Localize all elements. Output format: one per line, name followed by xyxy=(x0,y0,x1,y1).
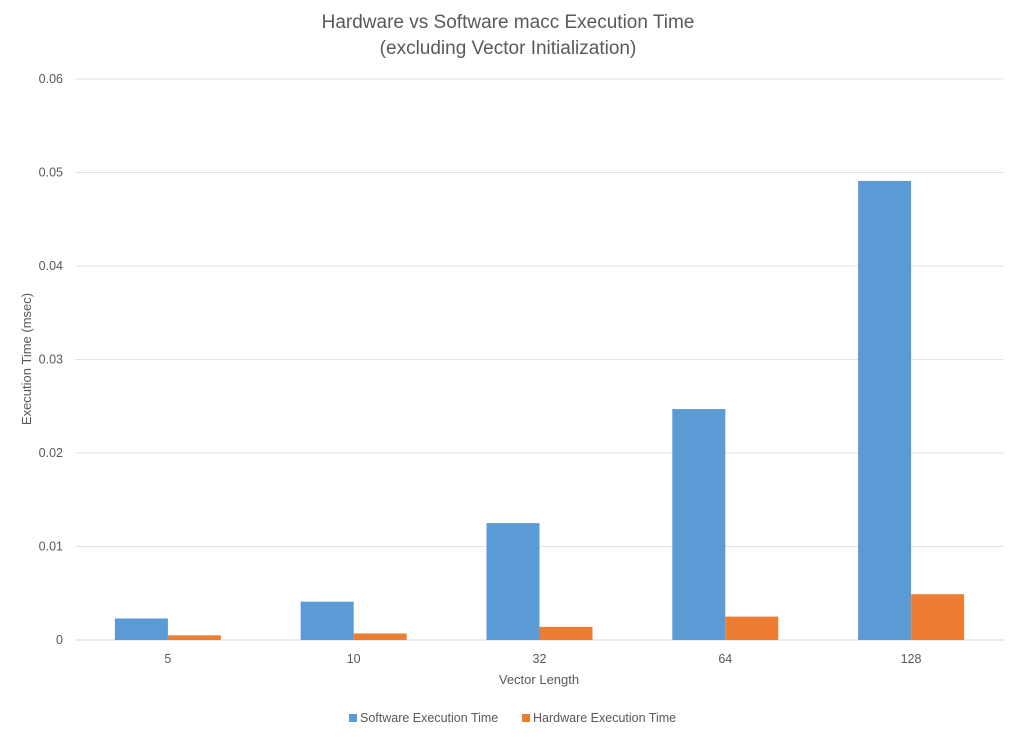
x-axis-ticks: 5 10 32 64 128 xyxy=(164,652,921,666)
legend-swatch xyxy=(522,714,530,722)
chart-subtitle: (excluding Vector Initialization) xyxy=(380,38,637,59)
x-tick-label: 64 xyxy=(718,652,732,666)
legend-label: Software Execution Time xyxy=(360,711,498,725)
bar-hardware-10 xyxy=(353,633,407,640)
x-axis-label: Vector Length xyxy=(499,672,579,687)
x-tick-label: 32 xyxy=(533,652,547,666)
y-tick-label: 0.06 xyxy=(39,72,63,86)
y-axis-ticks: 0 0.01 0.02 0.03 0.04 0.05 0.06 xyxy=(39,72,63,647)
y-tick-label: 0.04 xyxy=(39,259,63,273)
bar-software-64 xyxy=(672,409,726,640)
bar-software-32 xyxy=(486,523,540,640)
y-axis-label: Execution Time (msec) xyxy=(19,293,34,425)
x-tick-label: 10 xyxy=(347,652,361,666)
bars xyxy=(114,180,965,641)
y-tick-label: 0.01 xyxy=(39,540,63,554)
legend-swatch xyxy=(349,714,357,722)
bar-hardware-128 xyxy=(911,594,965,640)
bar-hardware-5 xyxy=(167,635,221,640)
bar-hardware-32 xyxy=(539,626,593,640)
gridlines xyxy=(75,78,1004,641)
y-tick-label: 0 xyxy=(56,633,63,647)
y-tick-label: 0.05 xyxy=(39,166,63,180)
bar-hardware-64 xyxy=(725,616,779,640)
y-tick-label: 0.02 xyxy=(39,446,63,460)
x-tick-label: 128 xyxy=(901,652,922,666)
bar-software-128 xyxy=(858,180,912,641)
bar-software-10 xyxy=(300,601,354,640)
legend-label: Hardware Execution Time xyxy=(533,711,676,725)
bar-software-5 xyxy=(114,618,168,640)
x-tick-label: 5 xyxy=(164,652,171,666)
y-tick-label: 0.03 xyxy=(39,353,63,367)
legend: Software Execution Time Hardware Executio… xyxy=(349,711,676,725)
chart-title: Hardware vs Software macc Execution Time xyxy=(322,12,695,33)
